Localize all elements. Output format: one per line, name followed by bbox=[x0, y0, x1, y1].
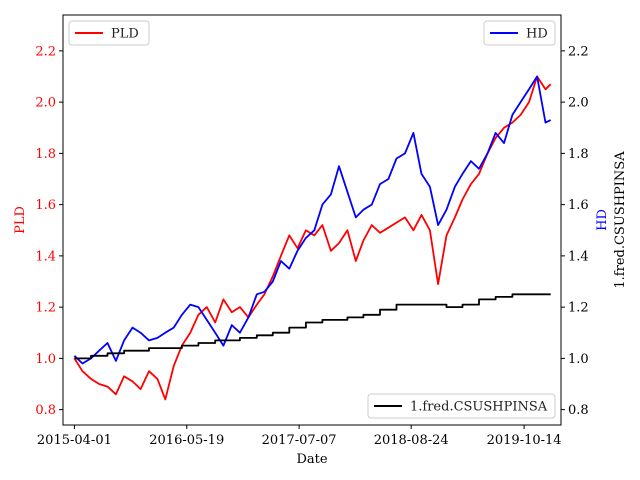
right-tick-label: 1.6 bbox=[568, 198, 589, 213]
left-tick-label: 2.0 bbox=[35, 96, 56, 111]
legend-fred-label: 1.fred.CSUSHPINSA bbox=[410, 400, 548, 415]
legend-fred-box bbox=[367, 393, 556, 419]
x-tick-label: 2017-07-07 bbox=[262, 433, 337, 448]
right-tick-label: 1.4 bbox=[568, 249, 589, 264]
left-tick-label: 0.8 bbox=[35, 403, 56, 418]
left-tick-label: 1.0 bbox=[35, 352, 56, 367]
x-tick-label: 2019-10-14 bbox=[487, 433, 562, 448]
legend-hd-label: HD bbox=[526, 27, 548, 42]
x-axis-title: Date bbox=[296, 452, 327, 467]
legend-fred: 1.fred.CSUSHPINSA bbox=[367, 393, 556, 419]
axis-layer: 0.8 1.0 1.2 1.4 1.6 1.8 2.0 2.2 0.8 1.0 1.2 1.4 1.6 1… bbox=[13, 14, 628, 467]
legend-pld-label: PLD bbox=[111, 27, 139, 42]
right-tick-label: 1.2 bbox=[568, 301, 589, 316]
left-tick-label: 1.2 bbox=[35, 301, 56, 316]
series-line-pld bbox=[73, 75, 552, 401]
series-line-hd bbox=[73, 75, 552, 365]
legend-hd-box bbox=[483, 20, 556, 46]
right-axis-title: HD bbox=[595, 209, 610, 231]
right-tick-label: 1.8 bbox=[568, 147, 589, 162]
left-tick-label: 1.6 bbox=[35, 198, 56, 213]
right-tick-label: 2.2 bbox=[568, 44, 589, 59]
x-tick-label: 2015-04-01 bbox=[37, 433, 112, 448]
left-tick-label: 2.2 bbox=[35, 44, 56, 59]
series-group bbox=[73, 75, 552, 401]
legend-pld-box bbox=[68, 20, 150, 46]
legend-pld: PLD bbox=[68, 20, 150, 46]
x-tick-label: 2016-05-19 bbox=[149, 433, 224, 448]
right-tick-label: 0.8 bbox=[568, 403, 589, 418]
left-tick-label: 1.4 bbox=[35, 249, 56, 264]
right-tick-label: 2.0 bbox=[568, 96, 589, 111]
left-tick-label: 1.8 bbox=[35, 147, 56, 162]
plot-frame bbox=[62, 14, 562, 426]
legend-layer: PLD HD 1.fred.CSUSHPINSA bbox=[68, 20, 556, 419]
left-axis-title: PLD bbox=[13, 206, 28, 234]
plot-layer bbox=[73, 75, 552, 401]
x-tick-label: 2018-08-24 bbox=[374, 433, 449, 448]
legend-hd: HD bbox=[483, 20, 556, 46]
series-line-1-fred-csushpinsa bbox=[74, 293, 551, 360]
right-tick-label: 1.0 bbox=[568, 352, 589, 367]
right-axis-title-secondary: 1.fred.CSUSHPINSA bbox=[613, 151, 628, 289]
